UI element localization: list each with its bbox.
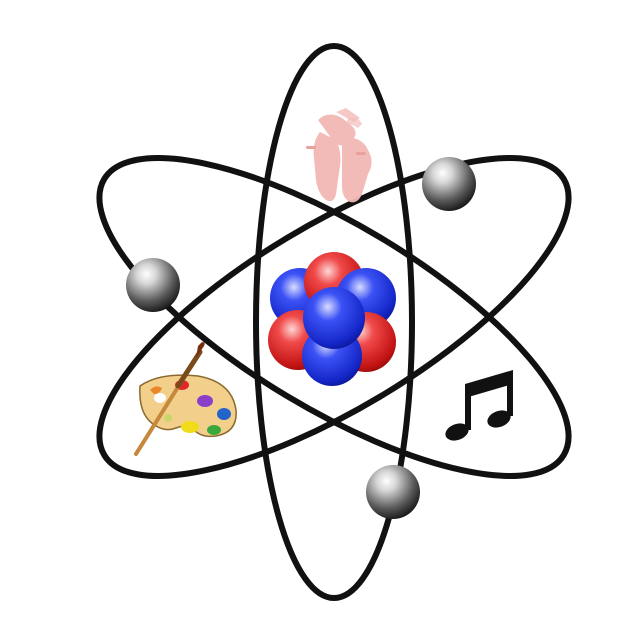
electron	[366, 465, 420, 519]
electron	[422, 157, 476, 211]
orbit-ring-a	[96, 155, 572, 479]
orbits	[96, 43, 572, 601]
vertical-orbit	[253, 43, 415, 601]
nucleus	[268, 252, 396, 386]
orbit-ring-b	[96, 155, 572, 479]
neutron-particle	[303, 287, 365, 349]
ballet-shoes-icon	[306, 108, 372, 203]
paint-palette-icon	[134, 342, 237, 456]
electrons	[126, 157, 476, 519]
electron	[126, 258, 180, 312]
music-note-icon	[445, 370, 513, 441]
